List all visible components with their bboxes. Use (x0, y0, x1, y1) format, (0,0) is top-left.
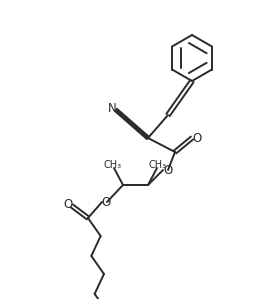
Text: N: N (108, 103, 116, 115)
Text: CH₃: CH₃ (149, 160, 167, 170)
Text: O: O (163, 164, 173, 176)
Text: O: O (63, 199, 73, 211)
Text: CH₃: CH₃ (104, 160, 122, 170)
Text: O: O (192, 132, 202, 144)
Text: O: O (101, 196, 111, 208)
